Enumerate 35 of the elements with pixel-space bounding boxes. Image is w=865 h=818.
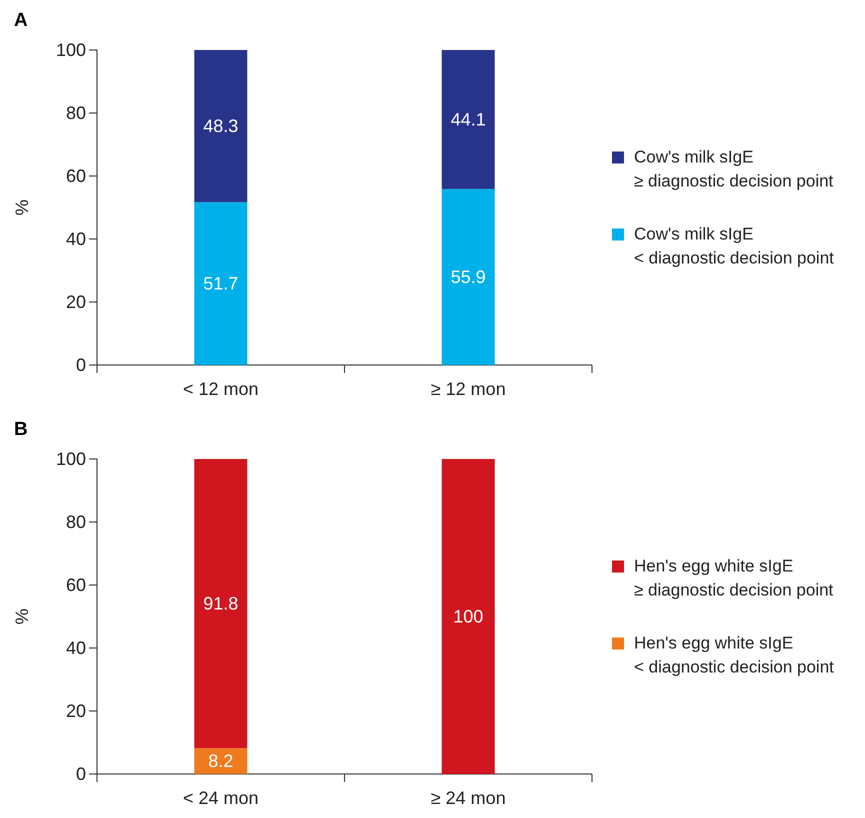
data-label: 44.1 bbox=[450, 109, 486, 130]
legend-label: Hen's egg white sIgE ≥ diagnostic decision point bbox=[634, 556, 834, 600]
y-tick-label: 100 bbox=[56, 40, 86, 60]
y-tick-label: 20 bbox=[66, 700, 86, 721]
y-tick-label: 0 bbox=[76, 764, 86, 784]
y-tick-label: 60 bbox=[66, 574, 86, 595]
y-tick-label: 40 bbox=[66, 638, 86, 658]
data-label: 91.8 bbox=[203, 594, 238, 614]
bar bbox=[442, 50, 495, 189]
legend-label: Cow's milk sIgE < diagnostic decision point bbox=[634, 224, 834, 268]
data-label: 100 bbox=[453, 606, 484, 626]
bar bbox=[194, 202, 248, 365]
chart-title: A bbox=[14, 10, 28, 31]
y-axis-title: % bbox=[12, 608, 32, 625]
x-tick-label: < 12 mon bbox=[182, 379, 259, 399]
bar bbox=[194, 50, 248, 202]
x-tick-label: ≥ 12 mon bbox=[430, 379, 506, 399]
y-tick-label: 40 bbox=[66, 228, 86, 249]
y-tick-label: 80 bbox=[66, 102, 86, 123]
y-tick-label: 80 bbox=[66, 512, 86, 532]
y-tick-label: 60 bbox=[66, 166, 86, 186]
data-label: 55.9 bbox=[450, 266, 486, 287]
y-tick-label: 0 bbox=[76, 354, 86, 375]
data-label: 48.3 bbox=[203, 116, 238, 136]
legend-label: Cow's milk sIgE ≥ diagnostic decision point bbox=[634, 148, 834, 190]
data-label: 8.2 bbox=[208, 751, 234, 772]
x-tick-label: < 24 mon bbox=[182, 788, 259, 808]
y-axis-title: % bbox=[12, 199, 32, 216]
x-tick-label: ≥ 24 mon bbox=[430, 788, 506, 808]
y-tick-label: 20 bbox=[66, 292, 86, 312]
y-tick-label: 100 bbox=[56, 448, 86, 469]
bar bbox=[442, 188, 495, 365]
chart-title: B bbox=[14, 419, 28, 440]
legend-label: Hen's egg white sIgE < diagnostic decision point bbox=[634, 634, 834, 676]
data-label: 51.7 bbox=[203, 274, 238, 294]
